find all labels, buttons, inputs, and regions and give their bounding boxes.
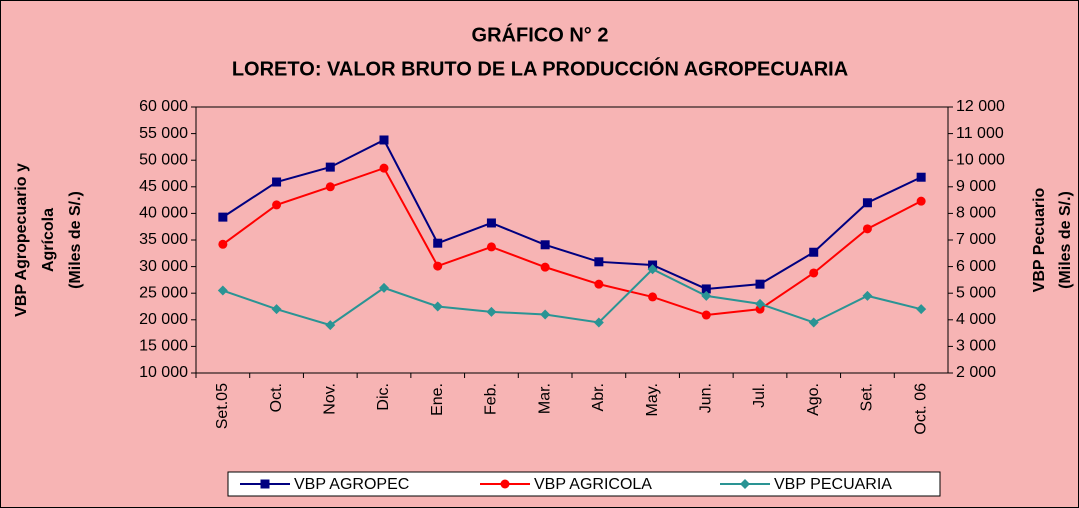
legend-label: VBP PECUARIA [774,476,892,493]
marker [916,304,927,315]
marker [271,304,282,315]
marker [862,198,872,208]
legend-label: VBP AGROPEC [294,476,409,493]
marker [862,290,873,301]
y-tick-label: 25 000 [139,284,188,301]
legend [227,471,941,497]
marker [433,238,443,248]
x-tick-label: Abr. [590,383,607,411]
marker [218,239,228,249]
y2-tick-label: 8 000 [956,205,996,222]
y2-tick-label: 11 000 [956,125,1004,142]
y-axis-label: VBP Agropecuario y [13,163,30,317]
chart-title: GRÁFICO N° 2 [472,23,609,46]
marker [809,268,819,278]
marker [755,279,765,289]
y-tick-label: 15 000 [139,338,188,355]
legend-label: VBP AGRICOLA [534,476,652,493]
chart-subtitle: LORETO: VALOR BRUTO DE LA PRODUCCIÓN AGR… [232,56,848,80]
marker [379,135,389,145]
marker [433,261,443,271]
marker [325,320,336,331]
marker [916,196,926,206]
marker [272,200,282,210]
marker [755,304,765,314]
marker [862,224,872,234]
x-tick-label: Set. [859,383,876,411]
marker [755,298,765,309]
marker [272,177,282,187]
y-tick-label: 45 000 [139,178,188,195]
marker [594,279,604,289]
marker [486,218,496,228]
marker [325,182,335,192]
marker [540,309,551,320]
y2-axis-label: VBP Pecuario [1031,187,1048,292]
marker [325,162,335,172]
marker [594,257,604,267]
marker [260,479,270,489]
marker [486,306,497,317]
x-tick-label: Nov. [322,383,339,415]
y2-tick-label: 2 000 [956,364,996,381]
y-tick-label: 30 000 [139,258,188,275]
y2-tick-label: 10 000 [956,151,1005,168]
plot-area [195,106,949,374]
y2-tick-label: 6 000 [956,258,996,275]
marker [647,264,658,275]
y2-axis-label: (Miles de S/.) [1057,191,1074,289]
marker [486,242,496,252]
series-line [222,166,922,317]
marker [808,317,819,328]
x-tick-label: Feb. [483,383,500,415]
y-tick-label: 35 000 [139,231,188,248]
y-tick-label: 50 000 [139,151,188,168]
marker [379,163,389,173]
y-tick-label: 40 000 [139,205,188,222]
marker [701,284,711,294]
y2-tick-label: 7 000 [956,231,996,248]
y2-tick-label: 3 000 [956,338,996,355]
x-tick-label: Dic. [375,383,392,411]
marker [593,317,604,328]
y2-tick-label: 4 000 [956,311,996,328]
y-axis-label: Agrícola [40,208,57,272]
x-tick-label: Oct. 06 [912,383,929,435]
y2-tick-label: 5 000 [956,284,996,301]
series-line [222,268,922,327]
y-tick-label: 55 000 [139,125,188,142]
marker [701,310,711,320]
x-tick-label: Ene. [429,383,446,416]
y-tick-label: 10 000 [139,364,188,381]
x-tick-label: May. [644,383,661,416]
marker [217,285,228,296]
x-tick-label: Oct. [268,383,285,412]
y-tick-label: 60 000 [139,98,188,115]
marker [540,262,550,272]
marker [218,212,228,222]
marker [648,292,658,302]
y2-tick-label: 9 000 [956,178,996,195]
x-tick-label: Jul. [751,383,768,408]
series-line [222,138,922,290]
marker [916,172,926,182]
marker [740,479,750,489]
x-tick-label: Ago. [805,383,822,416]
y-axis-label: (Miles de S/.) [67,191,84,289]
y-tick-label: 20 000 [139,311,188,328]
marker [701,290,712,301]
marker [540,240,550,250]
marker [432,301,443,312]
marker [809,247,819,257]
marker [379,282,389,293]
y2-tick-label: 12 000 [956,98,1005,115]
x-tick-label: Mar. [536,383,553,414]
x-tick-label: Set.05 [214,383,231,429]
x-tick-label: Jun. [698,383,715,413]
marker [500,479,510,489]
